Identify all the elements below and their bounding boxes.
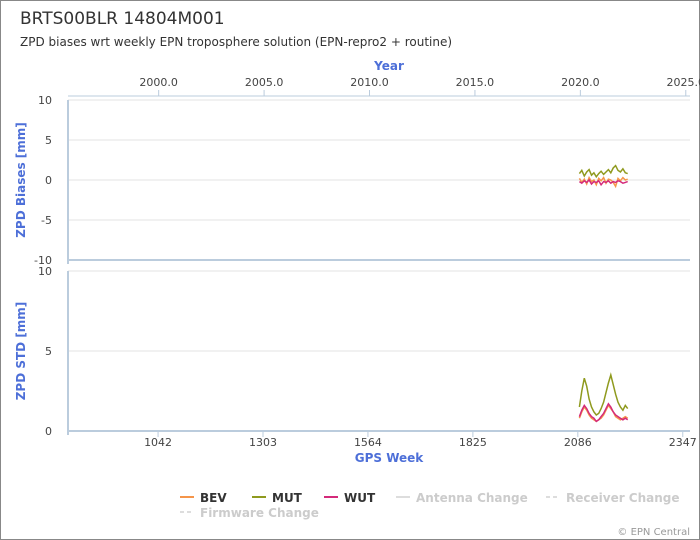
x-tick-label: 2086 [564, 436, 592, 449]
legend-label: Firmware Change [200, 506, 319, 520]
x2-tick-label: 2000.0 [139, 76, 178, 89]
y-tick-label: 5 [45, 134, 52, 147]
legend-label: WUT [344, 491, 376, 505]
legend-label: MUT [272, 491, 303, 505]
legend-label: BEV [200, 491, 227, 505]
series-line [578, 164, 628, 179]
x2-tick-label: 2025.0 [667, 76, 700, 89]
x-axis-label: GPS Week [355, 451, 425, 465]
y-tick-label: 0 [45, 174, 52, 187]
y-tick-label: -5 [41, 214, 52, 227]
footer: © EPN Central [617, 527, 690, 538]
x2-tick-label: 2015.0 [456, 76, 495, 89]
x2-tick-label: 2010.0 [350, 76, 389, 89]
series-line [578, 178, 628, 187]
y-tick-label: 0 [45, 425, 52, 438]
y-tick-label: -10 [34, 254, 52, 267]
y-axis-label: ZPD STD [mm] [14, 302, 28, 401]
legend-label: Antenna Change [416, 491, 528, 505]
y-axis-label: ZPD Biases [mm] [14, 122, 28, 238]
series-line [578, 372, 629, 417]
y-tick-label: 10 [38, 265, 52, 278]
y-tick-label: 5 [45, 345, 52, 358]
x-tick-label: 1564 [354, 436, 382, 449]
title: BRTS00BLR 14804M001 [20, 9, 225, 29]
x2-tick-label: 2020.0 [561, 76, 600, 89]
x-tick-label: 1825 [459, 436, 487, 449]
x-tick-label: 1303 [249, 436, 277, 449]
x2-tick-label: 2005.0 [245, 76, 284, 89]
x-tick-label: 2347 [669, 436, 697, 449]
legend-label: Receiver Change [566, 491, 680, 505]
x2-axis-label: Year [373, 59, 404, 73]
subtitle: ZPD biases wrt weekly EPN troposphere so… [20, 35, 452, 49]
series-line [578, 402, 629, 423]
y-tick-label: 10 [38, 94, 52, 107]
x-tick-label: 1042 [144, 436, 172, 449]
